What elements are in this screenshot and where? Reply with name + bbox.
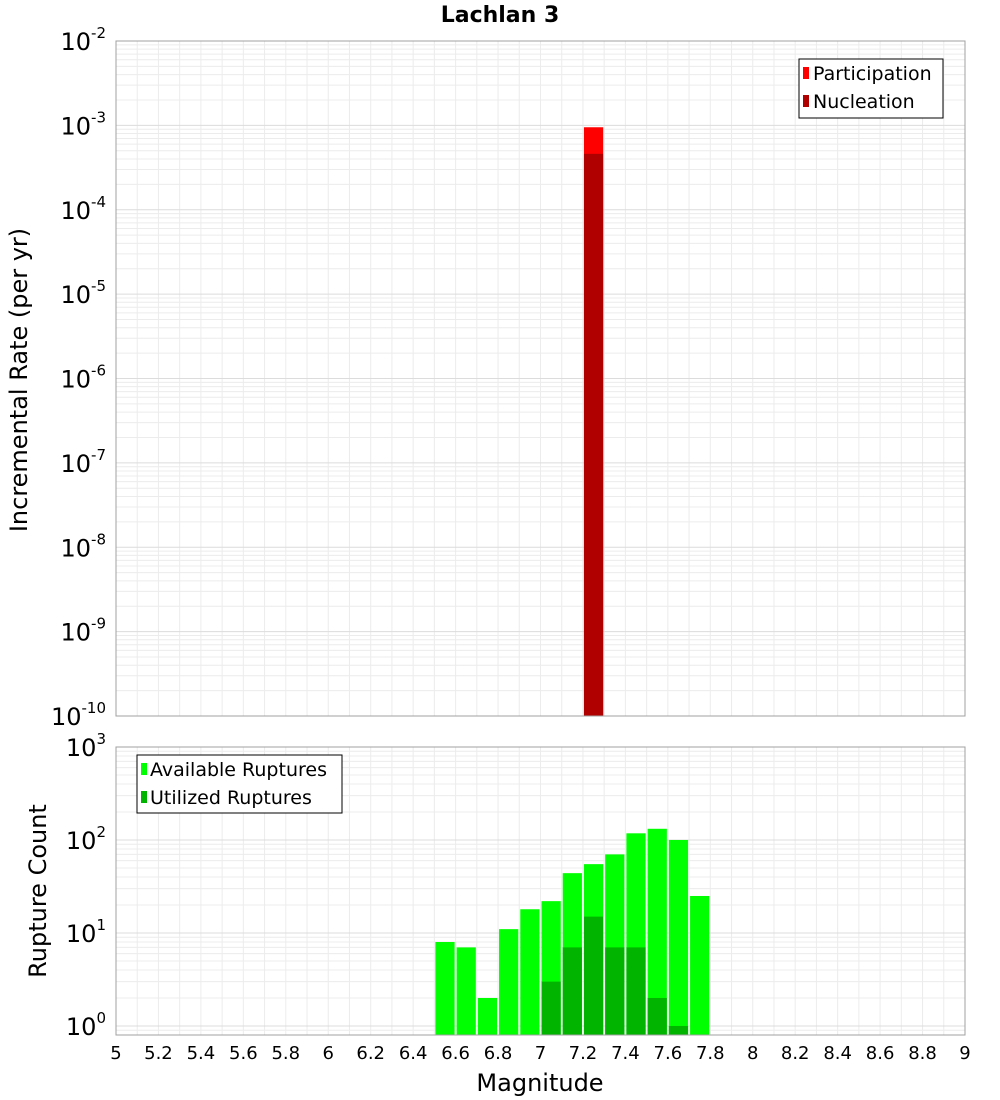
top-y-axis-label: Incremental Rate (per yr): [5, 228, 33, 532]
bottom-legend: Available Ruptures Utilized Ruptures: [136, 754, 343, 814]
x-tick-label: 8: [747, 1043, 758, 1064]
x-tick-label: 5.6: [229, 1043, 258, 1064]
bottom-y-ticks: 100 101 102 103: [66, 730, 106, 1041]
bottom-bar-available-ruptures: [668, 839, 689, 1035]
legend-swatch-nucleation: [803, 95, 809, 107]
x-tick-label: 5.4: [187, 1043, 216, 1064]
x-axis-label: Magnitude: [476, 1069, 603, 1097]
top-y-tick-label: 10-7: [60, 446, 106, 478]
top-y-tick-label: 10-4: [60, 193, 106, 225]
top-plot-frame: [115, 40, 966, 717]
top-y-tick-label: 10-3: [60, 108, 106, 140]
top-legend: Participation Nucleation: [798, 58, 944, 119]
top-legend-box: [798, 58, 944, 119]
bottom-y-tick-label: 101: [66, 916, 106, 948]
x-tick-label: 6.4: [399, 1043, 428, 1064]
bottom-y-axis-label: Rupture Count: [24, 804, 52, 978]
bottom-bar-utilized-ruptures: [668, 1025, 689, 1035]
x-tick-label: 8.8: [908, 1043, 937, 1064]
top-y-tick-label: 10-6: [60, 362, 106, 394]
bottom-bar-available-ruptures: [435, 942, 455, 1035]
top-y-tick-label: 10-2: [60, 24, 106, 56]
bottom-bar-utilized-ruptures: [541, 981, 561, 1035]
top-y-tick-label: 10-10: [51, 699, 106, 731]
bottom-bar-utilized-ruptures: [605, 947, 625, 1035]
top-y-tick-label: 10-8: [60, 530, 106, 562]
legend-swatch-available: [141, 763, 147, 775]
top-y-tick-label: 10-5: [60, 277, 106, 309]
x-tick-label: 6: [323, 1043, 334, 1064]
bottom-bar-available-ruptures: [499, 929, 519, 1035]
bottom-bar-utilized-ruptures: [562, 947, 582, 1035]
legend-label-utilized: Utilized Ruptures: [150, 787, 312, 809]
bottom-bar-available-ruptures: [456, 947, 476, 1035]
bottom-bar-utilized-ruptures: [626, 947, 646, 1035]
top-y-ticks: 10-10 10-9 10-8 10-7 10-6 10-5 10-4 10-3 10-2: [51, 24, 106, 731]
bottom-plot: 100 101 102 103 5 5.2 5.4 5.6 5.8 6 6.2 6.4 6.6 6.8 7…: [24, 730, 971, 1097]
x-tick-label: 7.6: [654, 1043, 683, 1064]
x-tick-label: 6.2: [356, 1043, 385, 1064]
legend-label-nucleation: Nucleation: [813, 91, 915, 113]
x-tick-label: 7.8: [696, 1043, 725, 1064]
x-tick-label: 7.4: [611, 1043, 640, 1064]
bottom-x-ticks: 5 5.2 5.4 5.6 5.8 6 6.2 6.4 6.6 6.8 7 7.2 7.4 7.6 7.8 8…: [110, 1043, 970, 1064]
x-tick-label: 5: [110, 1043, 121, 1064]
bottom-bar-available-ruptures: [520, 909, 540, 1035]
chart-title: Lachlan 3: [441, 3, 560, 28]
x-tick-label: 8.2: [781, 1043, 810, 1064]
x-tick-label: 6.8: [484, 1043, 513, 1064]
bottom-bar-utilized-ruptures: [583, 916, 604, 1035]
bottom-bars: [435, 828, 710, 1035]
bottom-y-tick-label: 102: [66, 823, 106, 855]
x-tick-label: 6.6: [441, 1043, 470, 1064]
bottom-plot-frame: [115, 746, 966, 1036]
legend-swatch-participation: [803, 67, 809, 79]
x-tick-label: 7.2: [569, 1043, 598, 1064]
x-tick-label: 8.6: [866, 1043, 895, 1064]
bottom-bar-available-ruptures: [647, 828, 667, 1035]
x-tick-label: 8.4: [823, 1043, 852, 1064]
top-bar-nucleation: [583, 153, 604, 716]
top-grid: [115, 40, 966, 717]
x-tick-label: 9: [959, 1043, 970, 1064]
bottom-y-tick-label: 103: [66, 730, 106, 762]
x-tick-label: 5.2: [144, 1043, 173, 1064]
bottom-bar-available-ruptures: [477, 997, 498, 1035]
legend-label-participation: Participation: [813, 63, 932, 85]
top-y-tick-label: 10-9: [60, 615, 106, 647]
x-tick-label: 7: [535, 1043, 546, 1064]
bottom-y-tick-label: 100: [66, 1009, 106, 1041]
x-tick-label: 5.8: [271, 1043, 300, 1064]
legend-label-available: Available Ruptures: [150, 759, 327, 781]
bottom-legend-box: [136, 754, 343, 814]
top-bars: [583, 127, 604, 716]
legend-swatch-utilized: [141, 791, 147, 803]
top-plot: 10-10 10-9 10-8 10-7 10-6 10-5 10-4 10-3 10-2 In…: [5, 24, 966, 731]
bottom-bar-available-ruptures: [690, 895, 710, 1035]
bottom-bar-utilized-ruptures: [647, 997, 667, 1035]
